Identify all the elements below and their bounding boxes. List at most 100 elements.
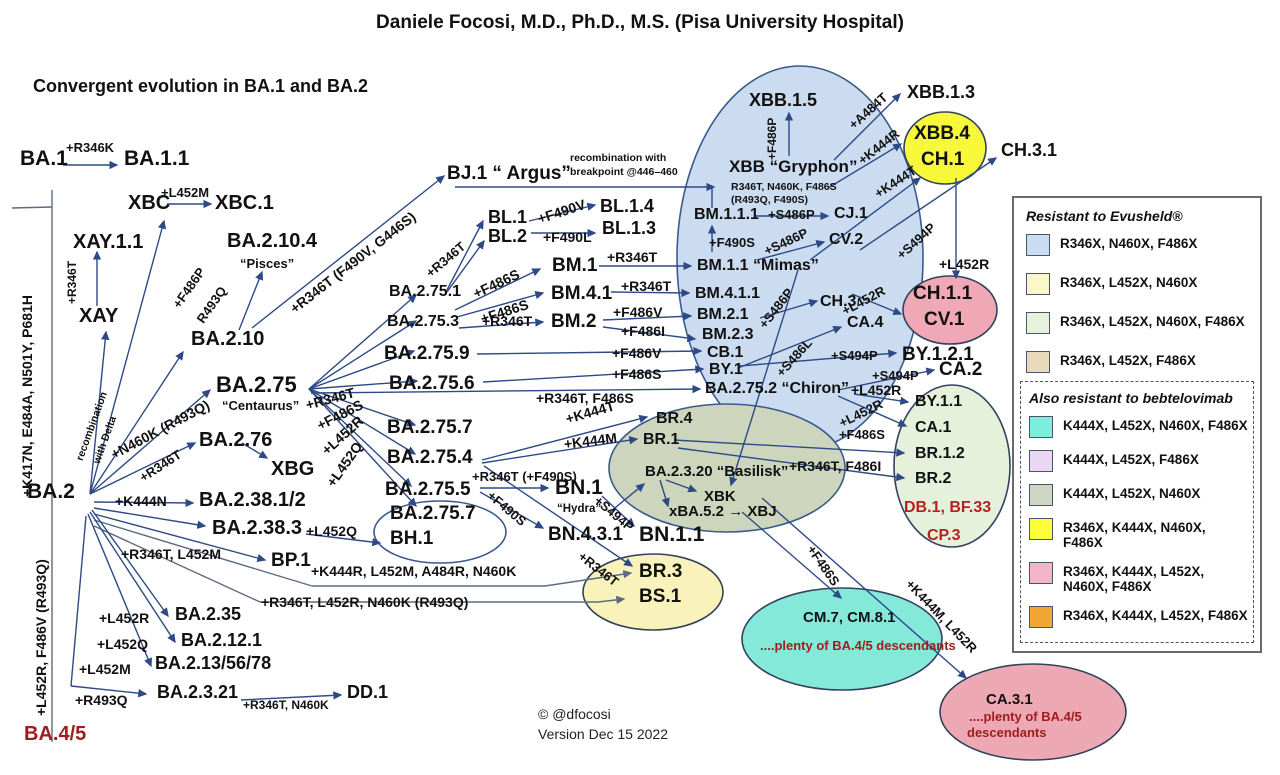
xbb-family-ellipse [676, 65, 924, 451]
arrow-56 [609, 483, 646, 513]
legend-bebtelovimab-box: Also resistant to bebtelovimab K444X, L4… [1020, 381, 1254, 643]
legend-title-evusheld: Resistant to Evusheld® [1026, 208, 1183, 224]
arrow-50 [310, 384, 702, 394]
arrow-57 [483, 465, 634, 567]
legend-item-label: R346X, L452X, N460X, F486X [1060, 314, 1245, 329]
arrow-45 [610, 288, 691, 298]
arrow-67 [673, 439, 906, 457]
arrow-78 [665, 479, 698, 493]
arrow-41 [454, 268, 542, 311]
arrow-37 [446, 219, 484, 291]
legend-item: K444X, L452X, F486X [1029, 450, 1249, 472]
arrow-22 [597, 595, 626, 605]
arrow-81 [741, 511, 843, 599]
arrow-54 [479, 491, 545, 529]
legend-title-bebtelovimab: Also resistant to bebtelovimab [1029, 390, 1233, 406]
legend-swatch-icon [1026, 273, 1050, 295]
arrow-34 [308, 388, 417, 455]
legend-item-label: K444X, L452X, N460X, F486X [1063, 418, 1248, 433]
arrow-39 [528, 202, 597, 222]
arrow-35 [308, 388, 413, 487]
arrow-46 [602, 312, 693, 321]
arrow-42 [456, 291, 545, 318]
legend-item: R346X, L452X, N460X [1026, 273, 1250, 295]
arrow-72 [809, 177, 922, 261]
legend-item: K444X, L452X, N460X [1029, 484, 1249, 506]
arrow-52 [481, 436, 639, 464]
arrow-38 [446, 239, 485, 293]
legend-evusheld-items: R346X, N460X, F486X R346X, L452X, N460X R3… [1026, 234, 1250, 373]
arrow-16 [93, 513, 267, 563]
arrow-10 [238, 270, 264, 331]
arrow-80 [729, 269, 799, 487]
arrow-31 [308, 349, 416, 390]
version-line: Version Dec 15 2022 [538, 726, 668, 743]
arrow-49 [482, 365, 705, 383]
legend-item: R346X, K444X, L452X, N460X, F486X [1029, 562, 1249, 594]
legend-swatch-icon [1029, 450, 1053, 472]
by11-group-ellipse [893, 384, 1011, 548]
legend-bebtelovimab-items: K444X, L452X, N460X, F486X K444X, L452X, … [1029, 416, 1249, 628]
arrow-7 [89, 350, 184, 495]
arrow-26 [70, 515, 87, 687]
legend-item-label: K444X, L452X, F486X [1063, 452, 1199, 467]
footer-credit: © @dfocosi Version Dec 15 2022 [538, 704, 668, 745]
legend-item: R346X, L452X, N460X, F486X [1026, 312, 1250, 334]
arrow-8 [89, 389, 212, 495]
ch11-cv1-ellipse [902, 275, 998, 345]
arrow-24 [89, 511, 176, 644]
xbb4-ch1-ellipse [903, 111, 987, 185]
arrow-51 [481, 414, 649, 461]
arrow-61 [759, 299, 819, 319]
arrow-group [11, 93, 998, 742]
arrow-14 [93, 507, 207, 529]
arrow-64 [837, 367, 936, 391]
legend-item-label: R346X, K444X, N460X, F486X [1063, 520, 1206, 550]
legend-swatch-icon [1029, 562, 1053, 584]
legend-item: R346X, K444X, L452X, F486X [1029, 606, 1249, 628]
arrow-60 [756, 239, 826, 261]
legend-swatch-icon [1029, 518, 1053, 540]
arrow-79 [659, 479, 670, 508]
legend-item-label: R346X, L452X, N460X [1060, 275, 1198, 290]
arrow-62 [737, 325, 843, 369]
legend-swatch-icon [1026, 312, 1050, 334]
legend-item: R346X, N460X, F486X [1026, 234, 1250, 256]
arrow-17 [93, 519, 313, 587]
cm7-ellipse [741, 587, 943, 691]
arrow-29 [308, 294, 418, 390]
legend-item: R346X, L452X, F486X [1026, 351, 1250, 373]
arrow-6 [89, 219, 167, 495]
arrow-15 [305, 533, 382, 547]
arrow-75 [851, 293, 903, 315]
arrow-23 [91, 509, 169, 618]
arrow-73 [859, 157, 998, 251]
legend-item: R346X, K444X, N460X, F486X [1029, 518, 1249, 550]
arrow-1 [11, 206, 53, 209]
legend-swatch-icon [1029, 606, 1053, 628]
arrow-27 [70, 685, 148, 698]
arrow-9 [89, 442, 197, 495]
arrow-66 [837, 395, 908, 427]
arrow-70 [833, 93, 901, 161]
legend-swatch-icon [1029, 416, 1053, 438]
arrow-65 [853, 393, 910, 406]
arrow-82 [761, 497, 968, 679]
copyright-line: © @dfocosi [538, 706, 611, 722]
arrow-20 [93, 525, 261, 603]
arrow-30 [308, 320, 418, 390]
arrow-11 [251, 175, 446, 329]
arrow-55 [601, 495, 636, 527]
arrow-68 [677, 447, 906, 482]
ellipse-group [373, 65, 1127, 761]
legend: Resistant to Evusheld® R346X, N460X, F48… [1012, 196, 1262, 653]
legend-item-label: R346X, N460X, F486X [1060, 236, 1198, 251]
legend-item-label: R346X, K444X, L452X, N460X, F486X [1063, 564, 1205, 594]
legend-swatch-icon [1026, 351, 1050, 373]
basilisk-ellipse [608, 403, 846, 533]
arrow-71 [827, 143, 903, 189]
arrow-47 [602, 326, 697, 343]
arrow-32 [308, 377, 419, 390]
